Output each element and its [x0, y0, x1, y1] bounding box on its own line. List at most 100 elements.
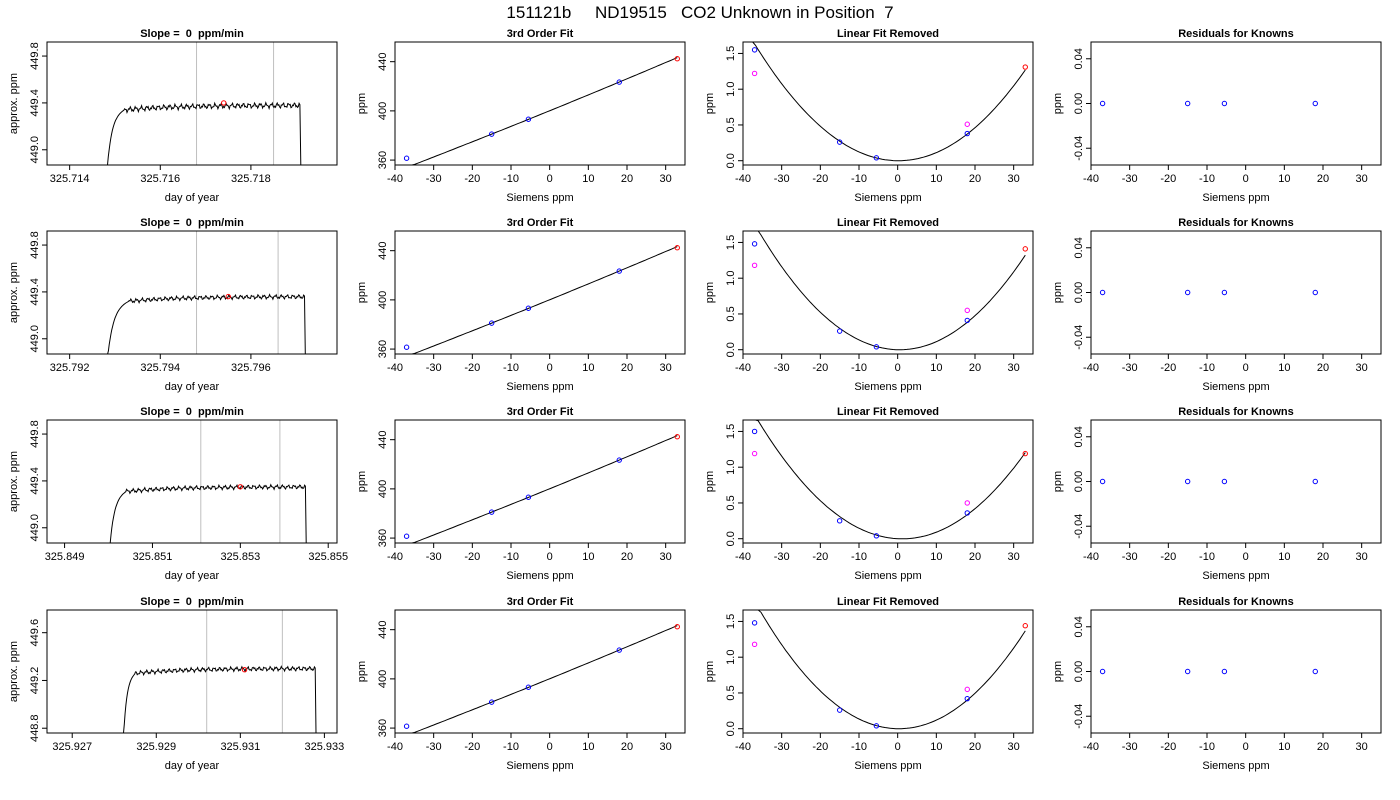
figure-title: 151121b ND19515 CO2 Unknown in Position … [506, 3, 894, 22]
y-tick-label: 449.4 [29, 278, 41, 306]
x-tick-label: 0 [1243, 741, 1249, 753]
y-tick-label: 0.5 [725, 685, 737, 700]
plot-frame [1090, 419, 1382, 544]
panel-title: Residuals for Knowns [1178, 406, 1294, 418]
x-tick-label: 10 [1278, 173, 1290, 185]
data-point-known [751, 47, 758, 53]
x-tick-label: -10 [503, 551, 519, 563]
y-tick-label: 1.0 [725, 650, 737, 665]
y-tick-label: 1.0 [725, 271, 737, 286]
analyzer-trace [122, 665, 317, 734]
x-tick-label: -20 [464, 551, 480, 563]
plot-frame [394, 419, 686, 544]
data-point-unknown [674, 434, 680, 440]
plot-frame [742, 41, 1034, 166]
analyzer-trace [105, 101, 302, 166]
panel-title: Linear Fit Removed [837, 596, 939, 608]
x-tick-label: -20 [464, 741, 480, 753]
data-point-known [525, 684, 532, 690]
data-point-alt [751, 450, 758, 457]
data-point-known [488, 320, 495, 326]
x-tick-label: 0 [895, 173, 901, 185]
y-tick-label: 449.0 [29, 136, 41, 164]
x-tick-label: -40 [387, 173, 403, 185]
panel-r4-c2: 3rd Order Fit -40 -30 -20 -10 0 10 20 30 360 400 44… [356, 596, 686, 772]
panel-title: 3rd Order Fit [507, 28, 574, 40]
data-point-alt [964, 500, 970, 506]
panel-title: Linear Fit Removed [837, 406, 939, 418]
x-tick-label: -30 [1122, 551, 1138, 563]
x-tick-label: 325.933 [305, 741, 345, 753]
x-tick-label: -40 [735, 551, 751, 563]
x-tick-label: -10 [851, 362, 867, 374]
x-tick-label: -20 [812, 362, 828, 374]
panel-title: Slope = 0 ppm/min [140, 28, 244, 40]
x-tick-label: 20 [621, 173, 633, 185]
y-tick-label: 400 [377, 102, 389, 120]
x-tick-label: 325.796 [231, 362, 271, 374]
x-tick-label: -40 [1083, 551, 1099, 563]
x-tick-label: -30 [774, 362, 790, 374]
x-tick-label: 20 [1317, 551, 1329, 563]
data-point-known [616, 268, 622, 274]
y-tick-label: 0.0 [725, 531, 737, 546]
data-point-unknown [237, 484, 244, 490]
x-tick-label: 20 [1317, 173, 1329, 185]
data-point-known [1099, 100, 1106, 107]
plot-frame [46, 609, 338, 734]
x-tick-label: -40 [735, 173, 751, 185]
x-tick-label: 10 [582, 173, 594, 185]
y-axis-label: approx. ppm [8, 451, 20, 512]
x-tick-label: -40 [387, 741, 403, 753]
data-point-unknown [1022, 246, 1028, 252]
y-tick-label: 360 [377, 719, 389, 737]
x-tick-label: -20 [1160, 362, 1176, 374]
x-tick-label: 0 [895, 362, 901, 374]
plot-frame [1090, 230, 1382, 355]
x-tick-label: 0 [547, 551, 553, 563]
x-axis-label: day of year [165, 192, 220, 204]
y-axis-label: approx. ppm [8, 262, 20, 323]
x-tick-label: -40 [1083, 173, 1099, 185]
data-point-known [964, 695, 970, 702]
plot-frame [1090, 41, 1382, 166]
data-point-known [1221, 100, 1228, 107]
panel-r2-c4: Residuals for Knowns -40 -30 -20 -10 0 10 20 30 -… [1052, 217, 1382, 393]
data-point-known [873, 723, 880, 729]
y-axis-label: ppm [704, 661, 716, 682]
x-axis-label: Siemens ppm [854, 381, 921, 393]
x-tick-label: 30 [1356, 362, 1368, 374]
x-axis-label: day of year [165, 381, 220, 393]
x-tick-label: 30 [660, 173, 672, 185]
data-point-known [1221, 289, 1228, 296]
x-tick-label: -40 [387, 551, 403, 563]
y-axis-label: ppm [356, 661, 368, 682]
x-tick-label: 325.929 [136, 741, 176, 753]
data-point-known [525, 116, 532, 122]
y-tick-label: 1.5 [725, 46, 737, 61]
x-axis-label: Siemens ppm [506, 192, 573, 204]
y-tick-label: 360 [377, 529, 389, 547]
x-tick-label: 0 [1243, 362, 1249, 374]
panel-r2-c2: 3rd Order Fit -40 -30 -20 -10 0 10 20 30 360 400 44… [356, 217, 686, 393]
x-tick-label: 10 [582, 741, 594, 753]
x-axis-label: Siemens ppm [854, 570, 921, 582]
data-point-unknown [225, 293, 231, 300]
y-tick-label: 0.0 [725, 721, 737, 736]
x-tick-label: 10 [930, 173, 942, 185]
data-point-known [525, 305, 532, 311]
x-tick-label: 30 [1008, 173, 1020, 185]
y-tick-label: 449.0 [29, 325, 41, 353]
x-tick-label: -30 [426, 741, 442, 753]
data-point-unknown [674, 624, 680, 630]
x-tick-label: 325.927 [52, 741, 92, 753]
x-tick-label: 30 [1008, 551, 1020, 563]
y-tick-label: 440 [377, 53, 389, 71]
x-axis-label: Siemens ppm [1202, 381, 1269, 393]
data-point-known [616, 457, 622, 463]
y-tick-label: 0.0 [725, 153, 737, 168]
y-tick-label: 440 [377, 242, 389, 260]
x-tick-label: -30 [1122, 362, 1138, 374]
x-tick-label: -30 [426, 173, 442, 185]
x-tick-label: -40 [735, 741, 751, 753]
